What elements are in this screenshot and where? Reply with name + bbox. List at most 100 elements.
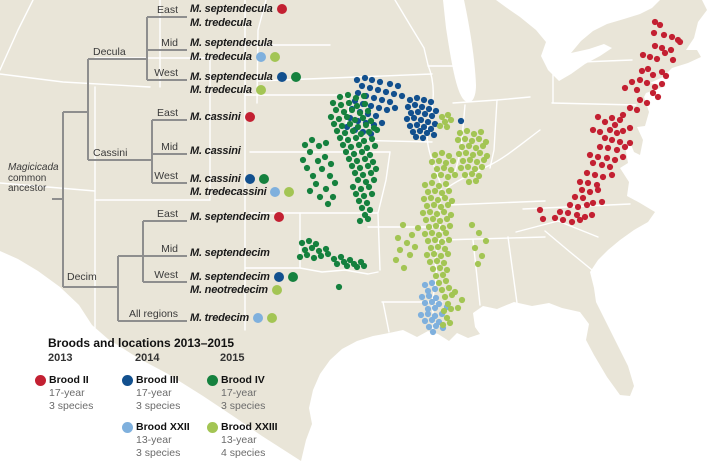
brood-xxiii-map-dot <box>443 123 451 131</box>
brood-xxiii-map-dot <box>434 196 442 204</box>
brood-name: Brood XXII <box>136 421 190 433</box>
brood-xxiii-map-dot <box>408 231 416 239</box>
brood-ii-map-dot <box>651 18 659 26</box>
brood-iv-map-dot <box>330 120 338 128</box>
brood-xxiii-map-dot <box>474 260 482 268</box>
species-row: M. tredecula <box>190 84 266 96</box>
brood-iv-map-dot <box>366 151 374 159</box>
brood-iii-map-dot <box>367 102 375 110</box>
species-name: M. tredecula <box>190 84 252 96</box>
brood-iv-map-dot <box>350 150 358 158</box>
brood-iii-dot <box>273 272 284 282</box>
brood-xxii-map-dot <box>428 316 436 324</box>
brood-iii-map-dot <box>413 94 421 102</box>
brood-xxiii-map-dot <box>433 257 441 265</box>
brood-xxiii-map-dot <box>445 152 453 160</box>
brood-iv-map-dot <box>322 245 330 253</box>
brood-ii-map-dot <box>556 208 564 216</box>
brood-iv-map-dot <box>333 127 341 135</box>
brood-iv-map-dot <box>345 155 353 163</box>
region-label: All regions <box>128 308 178 320</box>
brood-iii-map-dot <box>391 104 399 112</box>
brood-xxiii-map-dot <box>424 188 432 196</box>
brood-xxiii-map-dot <box>464 163 472 171</box>
brood-iv-map-dot <box>368 135 376 143</box>
species-row: M. tredecula <box>190 17 252 29</box>
brood-iii-map-dot <box>378 119 386 127</box>
lake-michigan <box>443 0 476 103</box>
brood-xxiii-map-dot <box>406 251 414 259</box>
brood-xxiii-map-dot <box>472 144 480 152</box>
brood-ii-map-dot <box>559 216 567 224</box>
brood-xxii-map-dot <box>431 285 439 293</box>
brood-xxii-map-dot <box>428 279 436 287</box>
brood-xxiii-map-dot <box>435 182 443 190</box>
brood-xxiii-map-dot <box>411 243 419 251</box>
brood-iv-map-dot <box>359 171 367 179</box>
brood-iii-map-dot <box>418 103 426 111</box>
species-name: M. septendecim <box>190 247 270 259</box>
species-name: M. cassini <box>190 111 241 123</box>
brood-xxiii-map-dot <box>454 136 462 144</box>
brood-xxiii-map-dot <box>445 187 453 195</box>
brood-xxiii-map-dot <box>466 156 474 164</box>
brood-iv-map-dot <box>315 247 323 255</box>
brood-xxiii-map-dot <box>441 293 449 301</box>
tree-branch-line <box>117 256 119 321</box>
brood-xxiii-map-dot <box>446 319 454 327</box>
brood-xxiii-map-dot <box>428 179 436 187</box>
tree-branch-line <box>147 79 187 81</box>
brood-iv-map-dot <box>360 137 368 145</box>
brood-iii-map-dot <box>353 76 361 84</box>
brood-iv-map-dot <box>349 183 357 191</box>
brood-xxiii-map-dot <box>432 222 440 230</box>
brood-xxiii-map-dot <box>437 252 445 260</box>
brood-xxiii-map-dot <box>444 111 452 119</box>
brood-xxiii-map-dot <box>440 259 448 267</box>
species-name: M. tredecula <box>190 51 252 63</box>
brood-iv-map-dot <box>372 165 380 173</box>
brood-xxiii-map-dot <box>465 142 473 150</box>
brood-ii-map-dot <box>584 179 592 187</box>
michigan-mitten <box>481 4 528 91</box>
legend-year: 2014 <box>135 352 160 364</box>
brood-ii-map-dot <box>633 106 641 114</box>
brood-iv-legend-dot <box>207 375 218 386</box>
brood-xxiii-dot <box>255 85 266 95</box>
brood-ii-map-dot <box>626 139 634 147</box>
brood-ii-map-dot <box>616 138 624 146</box>
brood-xxiii-map-dot <box>479 142 487 150</box>
region-label: Mid <box>161 141 178 153</box>
clade-label: Decim <box>67 271 97 283</box>
brood-xxii-map-dot <box>425 323 433 331</box>
brood-iv-map-dot <box>353 157 361 165</box>
brood-iv-map-dot <box>352 190 360 198</box>
region-label: East <box>156 4 178 16</box>
brood-ii-map-dot <box>598 161 606 169</box>
brood-xxiii-map-dot <box>468 221 476 229</box>
species-name: M. septendecula <box>190 3 273 15</box>
species-row: M. septendecula <box>190 71 301 83</box>
brood-ii-map-dot <box>596 143 604 151</box>
brood-iii-map-dot <box>457 117 465 125</box>
tree-branch-line <box>152 119 187 121</box>
brood-iv-dot <box>287 272 298 282</box>
brood-iv-map-dot <box>355 141 363 149</box>
brood-xxiii-map-dot <box>392 256 400 264</box>
brood-xxiii-map-dot <box>426 258 434 266</box>
brood-iv-map-dot <box>351 116 359 124</box>
species-name: M. septendecula <box>190 37 273 49</box>
brood-iv-map-dot <box>298 239 306 247</box>
brood-iv-map-dot <box>333 260 341 268</box>
brood-xxiii-map-dot <box>444 201 452 209</box>
tree-branch-line <box>63 286 118 288</box>
brood-iv-map-dot <box>308 244 316 252</box>
brood-ii-map-dot <box>551 214 559 222</box>
brood-ii-map-dot <box>619 153 627 161</box>
brood-xxiii-map-dot <box>427 194 435 202</box>
brood-ii-map-dot <box>636 76 644 84</box>
brood-xxiii-map-dot <box>472 177 480 185</box>
legend-entry: Brood II 17-year 3 species <box>35 374 121 414</box>
brood-xxiii-map-dot <box>444 300 452 308</box>
